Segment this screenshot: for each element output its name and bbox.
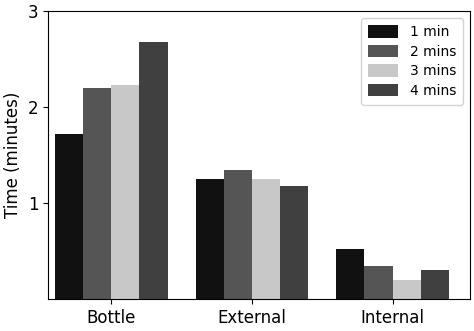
Bar: [280, 186, 308, 299]
Bar: [420, 270, 449, 299]
Bar: [392, 280, 420, 299]
Bar: [196, 179, 224, 299]
Bar: [139, 42, 168, 299]
Bar: [55, 134, 83, 299]
Bar: [224, 169, 252, 299]
Bar: [365, 265, 392, 299]
Bar: [111, 85, 139, 299]
Bar: [83, 88, 111, 299]
Bar: [336, 249, 365, 299]
Bar: [252, 179, 280, 299]
Legend: 1 min, 2 mins, 3 mins, 4 mins: 1 min, 2 mins, 3 mins, 4 mins: [361, 18, 463, 105]
Y-axis label: Time (minutes): Time (minutes): [4, 92, 22, 218]
